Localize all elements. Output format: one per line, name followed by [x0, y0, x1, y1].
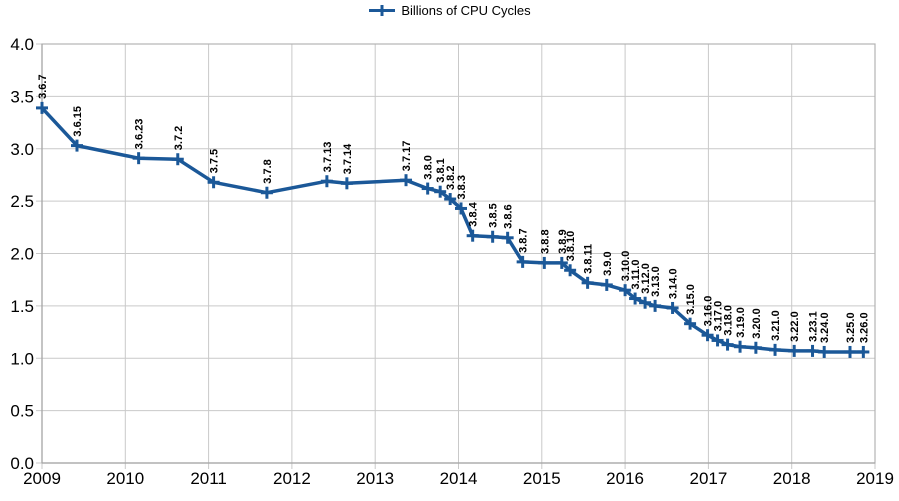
x-tick-label: 2010: [106, 469, 144, 488]
data-point-label: 3.13.0: [650, 266, 662, 297]
data-point-label: 3.8.9: [557, 229, 569, 253]
x-tick-label: 2012: [273, 469, 311, 488]
x-tick-label: 2009: [23, 469, 61, 488]
x-tick-label: 2015: [523, 469, 561, 488]
data-point-label: 3.8.7: [518, 228, 530, 252]
data-point-label: 3.22.0: [789, 311, 801, 342]
x-tick-label: 2019: [856, 469, 894, 488]
y-tick-label: 2.5: [10, 192, 34, 211]
data-point-label: 3.8.5: [488, 203, 500, 227]
data-point-label: 3.9.0: [602, 251, 614, 275]
data-point-label: 3.8.0: [423, 155, 435, 179]
data-point-label: 3.7.14: [342, 143, 354, 174]
data-point-label: 3.15.0: [685, 284, 697, 315]
data-point-label: 3.8.3: [456, 175, 468, 199]
data-point-label: 3.7.2: [173, 126, 185, 150]
data-point-label: 3.20.0: [751, 308, 763, 339]
y-tick-label: 1.5: [10, 297, 34, 316]
y-tick-label: 3.5: [10, 87, 34, 106]
chart-legend: Billions of CPU Cycles: [0, 3, 899, 18]
data-point-label: 3.8.6: [503, 204, 515, 228]
y-tick-label: 1.0: [10, 349, 34, 368]
y-tick-label: 3.0: [10, 140, 34, 159]
data-point-label: 3.17.0: [713, 301, 725, 332]
y-tick-label: 0.5: [10, 402, 34, 421]
data-point-label: 3.6.23: [134, 119, 146, 150]
x-tick-label: 2016: [606, 469, 644, 488]
data-point-label: 3.21.0: [770, 310, 782, 341]
y-tick-label: 0.0: [10, 454, 34, 473]
x-tick-label: 2017: [689, 469, 727, 488]
legend-line-plus-marker-icon: [369, 5, 396, 16]
x-tick-label: 2011: [190, 469, 227, 488]
data-point-label: 3.16.0: [703, 296, 715, 327]
data-point-label: 3.6.15: [72, 106, 84, 137]
data-point-label: 3.26.0: [858, 312, 870, 343]
data-point-label: 3.25.0: [845, 312, 857, 343]
data-point-label: 3.14.0: [668, 268, 680, 299]
data-point-label: 3.10.0: [620, 251, 632, 282]
data-point-label: 3.7.17: [401, 141, 413, 172]
data-point-label: 3.7.13: [322, 142, 334, 173]
data-point-label: 3.24.0: [819, 312, 831, 343]
y-tick-label: 4.0: [10, 35, 34, 54]
data-point-label: 3.7.8: [262, 159, 274, 183]
data-point-label: 3.19.0: [735, 307, 747, 338]
data-point-label: 3.8.2: [445, 166, 457, 190]
data-point-label: 3.8.11: [583, 244, 595, 274]
data-point-label: 3.8.8: [539, 229, 551, 253]
data-point-label: 3.18.0: [723, 305, 735, 336]
legend-label: Billions of CPU Cycles: [401, 3, 531, 18]
x-tick-label: 2018: [773, 469, 811, 488]
data-point-label: 3.8.10: [565, 231, 577, 262]
y-tick-label: 2.0: [10, 245, 34, 264]
x-tick-label: 2014: [440, 469, 478, 488]
data-point-label: 3.8.4: [468, 201, 480, 226]
data-point-label: 3.6.7: [37, 74, 49, 98]
data-point-label: 3.8.1: [435, 158, 447, 182]
x-tick-label: 2013: [356, 469, 394, 488]
data-point-label: 3.11.0: [630, 260, 642, 290]
data-point-label: 3.23.1: [808, 311, 820, 342]
data-point-label: 3.12.0: [640, 263, 652, 294]
data-point-label: 3.7.5: [209, 149, 221, 173]
